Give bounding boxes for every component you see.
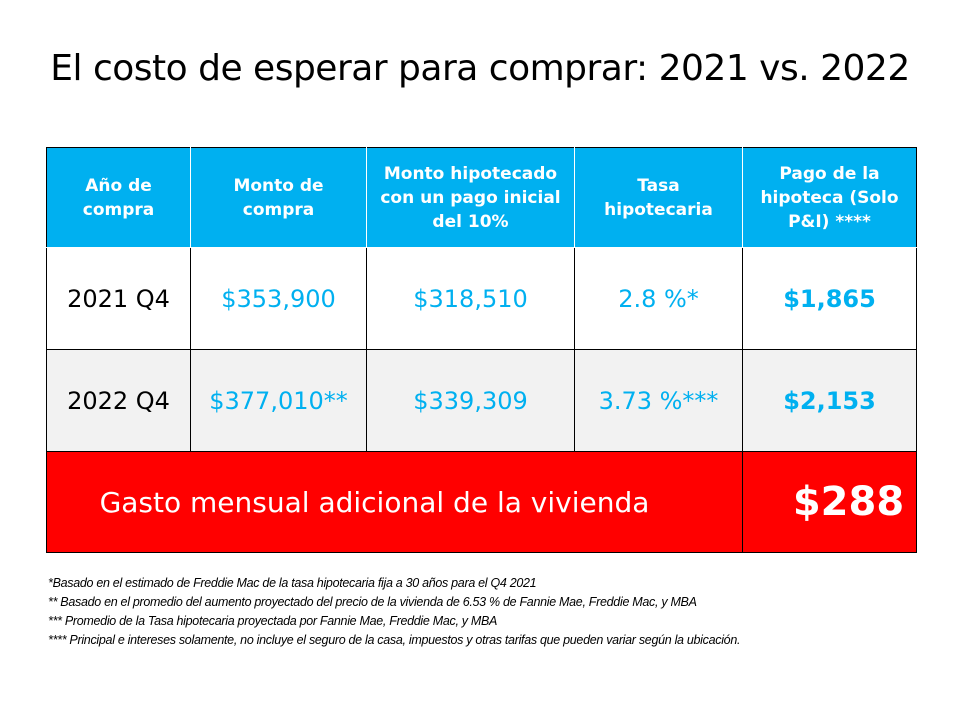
page-title: El costo de esperar para comprar: 2021 v… (50, 48, 910, 89)
footnotes: *Basado en el estimado de Freddie Mac de… (48, 574, 740, 650)
cell-year: 2021 Q4 (46, 247, 191, 350)
footnote: ** Basado en el promedio del aumento pro… (48, 595, 697, 609)
table-row: 2021 Q4 $353,900 $318,510 2.8 %* $1,865 (46, 247, 917, 350)
table-header-row: Año de compra Monto de compra Monto hipo… (46, 147, 917, 248)
cell-rate: 3.73 %*** (574, 349, 743, 452)
header-loan: Monto hipotecado con un pago inicial del… (366, 147, 575, 248)
cell-rate: 2.8 %* (574, 247, 743, 350)
header-year: Año de compra (46, 147, 191, 248)
header-price: Monto de compra (190, 147, 367, 248)
table-row: 2022 Q4 $377,010** $339,309 3.73 %*** $2… (46, 349, 917, 452)
footnote: *** Promedio de la Tasa hipotecaria proy… (48, 614, 498, 628)
summary-value: $288 (742, 451, 917, 553)
footnote: *Basado en el estimado de Freddie Mac de… (48, 576, 537, 590)
header-payment: Pago de la hipoteca (Solo P&I) **** (742, 147, 917, 248)
cost-table: Año de compra Monto de compra Monto hipo… (46, 147, 917, 553)
cell-year: 2022 Q4 (46, 349, 191, 452)
cell-price: $353,900 (190, 247, 367, 350)
cell-loan: $339,309 (366, 349, 575, 452)
summary-row: Gasto mensual adicional de la vivienda $… (46, 451, 917, 553)
header-rate: Tasa hipotecaria (574, 147, 743, 248)
cell-price: $377,010** (190, 349, 367, 452)
cell-payment: $2,153 (742, 349, 917, 452)
cell-loan: $318,510 (366, 247, 575, 350)
summary-label: Gasto mensual adicional de la vivienda (46, 451, 743, 553)
cell-payment: $1,865 (742, 247, 917, 350)
footnote: **** Principal e intereses solamente, no… (48, 633, 741, 647)
